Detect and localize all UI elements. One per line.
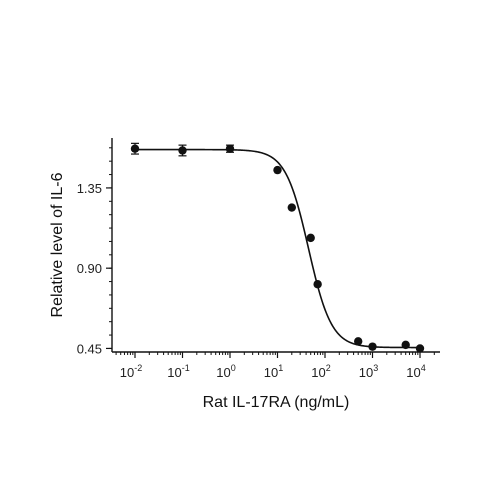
x-tick-exponent: 3 (373, 363, 378, 373)
data-point (273, 165, 282, 175)
x-tick-base: 10 (311, 365, 325, 380)
x-tick-label: 100 (216, 363, 235, 380)
data-point (178, 146, 187, 155)
data-point (287, 203, 296, 212)
x-tick-base: 10 (216, 365, 230, 380)
x-tick-label: 101 (264, 363, 283, 380)
y-tick-label: 0.90 (77, 261, 102, 276)
y-tick-label: 1.35 (77, 181, 102, 196)
axes (111, 138, 440, 353)
x-tick-exponent: 1 (278, 363, 283, 373)
y-axis-title: Relative level of IL-6 (49, 172, 66, 317)
x-tick-base: 10 (120, 365, 134, 380)
x-tick-exponent: 4 (421, 363, 426, 373)
x-tick-label: 104 (406, 363, 425, 380)
x-tick-exponent: -2 (134, 363, 142, 373)
data-point (415, 344, 425, 353)
x-tick-exponent: -1 (182, 363, 190, 373)
x-tick-base: 10 (167, 365, 181, 380)
data-point (306, 233, 315, 243)
x-tick-label: 102 (311, 363, 330, 380)
y-tick-label: 0.45 (77, 341, 102, 356)
x-tick-base: 10 (264, 365, 278, 380)
data-point (354, 337, 363, 346)
x-tick-label: 103 (359, 363, 378, 380)
x-tick-label: 10-1 (167, 363, 189, 380)
data-point (313, 280, 322, 289)
x-tick-base: 10 (406, 365, 420, 380)
data-point (225, 144, 235, 153)
data-point (130, 144, 140, 153)
x-tick-exponent: 2 (326, 363, 331, 373)
data-point (368, 342, 377, 351)
x-tick-label: 10-2 (120, 363, 142, 380)
data-points (130, 142, 425, 353)
fit-curve (135, 148, 420, 349)
x-tick-base: 10 (359, 365, 373, 380)
x-tick-exponent: 0 (231, 363, 236, 373)
data-point (401, 340, 410, 350)
y-ticks: 0.45 0.90 1.35 (77, 147, 112, 356)
x-axis-title: Rat IL-17RA (ng/mL) (203, 394, 350, 411)
x-ticks: 10-2 10-1 100 101 102 103 104 (120, 352, 426, 380)
x-minor-ticks (115, 352, 435, 355)
